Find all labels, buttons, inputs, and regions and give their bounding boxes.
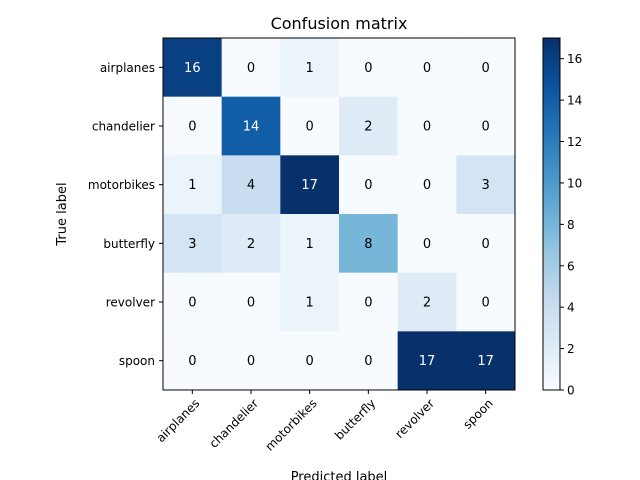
heatmap-cell (397, 155, 457, 215)
heatmap-cell (397, 96, 457, 156)
colorbar-tick-label: 16 (567, 52, 582, 66)
heatmap-cell (456, 96, 516, 156)
heatmap-frame (162, 37, 516, 391)
cell-value-label: 0 (188, 296, 196, 311)
cell-value-label: 2 (364, 120, 372, 135)
cell-value-label: 3 (482, 178, 490, 193)
colorbar (542, 37, 561, 391)
y-axis-ticks: airplanes chandelier motorbikes butterfly re… (88, 61, 163, 368)
heatmap-cell (339, 331, 399, 391)
chart-title: Confusion matrix (271, 14, 408, 33)
heatmap-cell (456, 331, 516, 391)
cell-value-label: 0 (306, 354, 314, 369)
colorbar-tick-label: 12 (567, 135, 582, 149)
heatmap-cell (221, 272, 281, 332)
heatmap-cell (339, 38, 399, 98)
heatmap-cell (456, 272, 516, 332)
cell-value-label: 0 (247, 296, 255, 311)
y-tick-label: revolver (106, 296, 155, 310)
cell-value-label: 1 (188, 178, 196, 193)
heatmap-cell (339, 214, 399, 274)
heatmap-cell (280, 155, 340, 215)
heatmap-cell (163, 331, 223, 391)
heatmap-cell (280, 38, 340, 98)
cell-value-label: 1 (306, 296, 314, 311)
cell-value-label: 0 (423, 237, 431, 252)
heatmap-cells (163, 38, 516, 391)
cell-value-label: 16 (184, 61, 201, 76)
y-axis-label: True label (55, 182, 70, 246)
cell-value-label: 2 (247, 237, 255, 252)
cell-value-label: 14 (243, 120, 260, 135)
heatmap-cell (280, 214, 340, 274)
heatmap-cell (221, 38, 281, 98)
colorbar-tick-label: 6 (567, 259, 575, 273)
heatmap-cell (221, 331, 281, 391)
heatmap-cell (163, 214, 223, 274)
colorbar-tick-label: 2 (567, 342, 575, 356)
colorbar-tick-label: 4 (567, 301, 575, 315)
cell-value-label: 0 (188, 120, 196, 135)
cell-value-label: 0 (247, 354, 255, 369)
colorbar-ticks: 0 2 4 6 8 10 12 14 16 (560, 52, 582, 398)
cell-value-label: 3 (188, 237, 196, 252)
cell-value-label: 0 (482, 61, 490, 76)
cell-value-label: 17 (301, 178, 318, 193)
heatmap-cell (280, 96, 340, 156)
heatmap-cell (221, 96, 281, 156)
cell-value-label: 17 (477, 354, 494, 369)
x-axis-label: Predicted label (291, 470, 388, 480)
heatmap-cell (397, 38, 457, 98)
cell-value-label: 0 (423, 120, 431, 135)
heatmap-cell (397, 214, 457, 274)
y-tick-label: spoon (119, 354, 155, 368)
heatmap-cell (163, 272, 223, 332)
cell-value-label: 4 (247, 178, 255, 193)
y-tick-label: motorbikes (88, 178, 155, 192)
heatmap-cell (397, 272, 457, 332)
heatmap-cell (339, 96, 399, 156)
heatmap-cell (163, 38, 223, 98)
colorbar-tick-label: 8 (567, 218, 575, 232)
cell-value-label: 0 (364, 178, 372, 193)
cell-value-label: 1 (306, 61, 314, 76)
heatmap-cell (456, 214, 516, 274)
heatmap-cell (339, 155, 399, 215)
cell-value-label: 0 (306, 120, 314, 135)
heatmap-cell (280, 331, 340, 391)
colorbar-tick-label: 10 (567, 176, 582, 190)
heatmap-cell (456, 155, 516, 215)
cell-value-label: 0 (482, 237, 490, 252)
cell-value-label: 1 (306, 237, 314, 252)
heatmap-cell (163, 96, 223, 156)
cell-value-label: 8 (364, 237, 372, 252)
cell-value-label: 17 (419, 354, 436, 369)
colorbar-tick-label: 0 (567, 384, 575, 398)
heatmap-cell (397, 331, 457, 391)
cell-value-label: 0 (423, 61, 431, 76)
heatmap-cell (163, 155, 223, 215)
colorbar-tick-label: 14 (567, 94, 582, 108)
heatmap-cell (280, 272, 340, 332)
cell-value-label: 0 (247, 61, 255, 76)
cell-value-label: 0 (188, 354, 196, 369)
cell-value-label: 0 (423, 178, 431, 193)
heatmap-cell-labels: 16 0 1 0 0 00 14 0 2 0 01 4 17 0 0 33 2 1 8 0 00 0 1 0 2 00 0 0 0 17 1… (184, 61, 494, 369)
heatmap-cell (221, 214, 281, 274)
cell-value-label: 2 (423, 296, 431, 311)
heatmap-cell (456, 38, 516, 98)
cell-value-label: 0 (364, 296, 372, 311)
y-tick-label: airplanes (100, 61, 155, 75)
heatmap-cell (221, 155, 281, 215)
cell-value-label: 0 (482, 296, 490, 311)
y-tick-label: chandelier (92, 120, 155, 134)
cell-value-label: 0 (364, 354, 372, 369)
y-tick-label: butterfly (103, 237, 155, 251)
cell-value-label: 0 (482, 120, 490, 135)
heatmap-cell (339, 272, 399, 332)
cell-value-label: 0 (364, 61, 372, 76)
